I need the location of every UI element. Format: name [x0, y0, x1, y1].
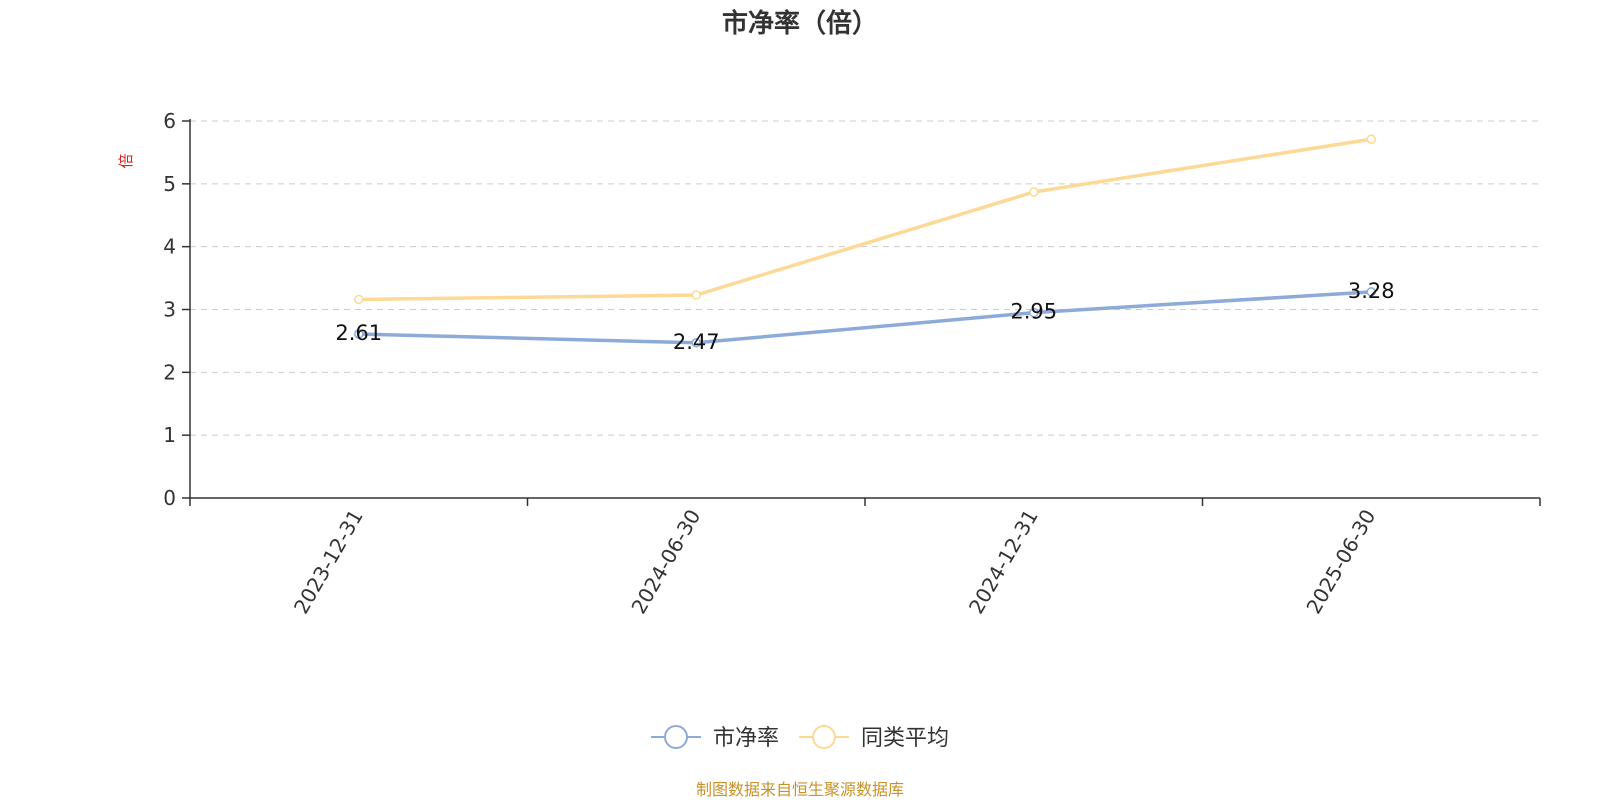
- series-line-1: [358, 137, 1372, 302]
- y-tick-label: 1: [163, 423, 176, 447]
- data-label: 2.47: [673, 330, 720, 354]
- axes: 0 1 2 3 4 5 6 2023-12-31 2024-06-30 2024-12-31 202…: [163, 109, 1541, 618]
- x-tick-label: 2023-12-31: [289, 505, 368, 618]
- legend-label: 市净率: [713, 726, 779, 751]
- legend-label: 同类平均: [861, 726, 949, 751]
- data-labels: 2.61 2.47 2.95 3.28: [335, 279, 1394, 354]
- x-tick-label: 2024-06-30: [626, 505, 705, 618]
- x-tick-label: 2025-06-30: [1301, 505, 1380, 618]
- legend-item-0[interactable]: 市净率: [651, 725, 779, 751]
- legend-marker: [664, 725, 688, 749]
- y-tick-label: 6: [163, 109, 176, 133]
- data-point[interactable]: [691, 290, 701, 300]
- data-label: 2.61: [335, 321, 382, 345]
- data-label: 2.95: [1010, 300, 1057, 324]
- legend-marker: [812, 725, 836, 749]
- grid-lines: [190, 120, 1540, 436]
- series-line-0: [358, 290, 1372, 345]
- data-point[interactable]: [691, 338, 701, 348]
- source-note: 制图数据来自恒生聚源数据库: [696, 780, 904, 799]
- y-tick-label: 4: [163, 235, 176, 259]
- data-point[interactable]: [1029, 307, 1039, 318]
- series-lines: [354, 134, 1376, 348]
- y-axis-unit: 倍: [117, 153, 135, 168]
- data-point[interactable]: [1366, 134, 1376, 144]
- data-point[interactable]: [1029, 187, 1039, 197]
- data-label: 3.28: [1348, 279, 1395, 303]
- y-tick-label: 3: [163, 298, 176, 322]
- y-tick-label: 0: [163, 486, 176, 510]
- chart-title: 市净率（倍）: [722, 8, 878, 39]
- legend-item-1[interactable]: 同类平均: [799, 725, 949, 751]
- x-tick-label: 2024-12-31: [964, 505, 1043, 618]
- data-point[interactable]: [354, 294, 364, 305]
- y-tick-label: 5: [163, 172, 176, 196]
- data-point[interactable]: [354, 329, 364, 339]
- legend[interactable]: 市净率 同类平均: [651, 725, 949, 751]
- data-point[interactable]: [1366, 287, 1376, 297]
- y-tick-label: 2: [163, 360, 176, 384]
